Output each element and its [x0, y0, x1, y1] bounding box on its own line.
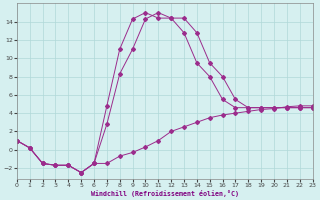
X-axis label: Windchill (Refroidissement éolien,°C): Windchill (Refroidissement éolien,°C): [91, 190, 239, 197]
